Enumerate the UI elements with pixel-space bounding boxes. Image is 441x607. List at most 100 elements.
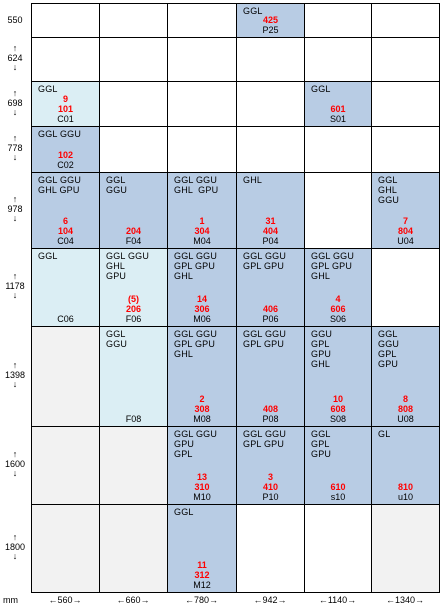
grid-cell-s06: GGL GGU GPL GPU GHL 4 606 S06: [304, 248, 372, 327]
grid-cell-p06: GGL GGU GPL GPU 406 P06: [236, 248, 305, 327]
grid-cell: [304, 126, 372, 173]
grid-cell: [31, 37, 100, 82]
cell-tags: GGL GGU GPL GPU: [243, 329, 286, 349]
cell-tags: GGL: [243, 6, 263, 16]
up-arrow-icon: ↑: [12, 43, 18, 53]
cell-numbers: 810 u10: [372, 482, 439, 502]
cell-tag-line: GGU: [378, 195, 400, 205]
cell-code: S06: [329, 314, 346, 324]
column-label: ←660→: [116, 595, 150, 605]
cell-red-number: 606: [330, 304, 346, 314]
down-arrow-icon: ↓: [12, 290, 18, 300]
cell-code: F06: [125, 314, 142, 324]
grid-cell: [167, 126, 237, 173]
cell-red-number: 610: [330, 482, 346, 492]
cell-red-number: 10: [332, 394, 343, 404]
row-label-value: 978: [7, 204, 23, 214]
cell-code: F04: [125, 236, 142, 246]
cell-red-number: 13: [196, 472, 207, 482]
up-arrow-icon: ↑: [12, 194, 18, 204]
cell-numbers: 3 410 P10: [237, 472, 304, 502]
grid-cell-m04: GGL GGU GHL GPU 1 304 M04: [167, 172, 237, 249]
cell-tags: GGL GGU GHL GPU: [174, 175, 218, 195]
cell-tag-line: GPU: [378, 359, 399, 369]
cell-code: P25: [262, 25, 279, 35]
row-label-value: 1178: [5, 281, 25, 291]
cell-code: F08: [125, 414, 142, 424]
column-label: ←942→: [253, 595, 287, 605]
cell-tag-line: GGL: [311, 84, 331, 94]
grid-cell: [236, 504, 305, 593]
cell-tags: GGL GGU GPL GPU: [378, 329, 399, 369]
cell-tag-line: GHL: [243, 175, 263, 185]
cell-red-number: 308: [194, 404, 210, 414]
cell-tag-line: GGU: [106, 185, 128, 195]
cell-code: S08: [329, 414, 346, 424]
cell-tags: GGL GGU GPU GPL: [174, 429, 217, 459]
cell-tag-line: GGL: [38, 251, 58, 261]
cell-red-number: 7: [402, 216, 408, 226]
cell-tags: GGL GGU: [106, 175, 127, 195]
grid-cell-m10: GGL GGU GPU GPL 13 310 M10: [167, 426, 237, 505]
cell-red-number: 206: [125, 304, 142, 314]
cell-tag-line: GHL: [106, 261, 126, 271]
grid-cell: [99, 3, 168, 38]
cell-red-number: (5): [128, 294, 139, 304]
grid-cell: [371, 3, 440, 38]
grid-cell-c06: GGL C06: [31, 248, 100, 327]
grid-cell: [99, 37, 168, 82]
cell-red-number: 810: [397, 482, 414, 492]
cell-numbers: 408 P08: [237, 404, 304, 424]
cell-code: U04: [397, 236, 414, 246]
grid-cell: [236, 126, 305, 173]
cell-numbers: F08: [100, 414, 167, 424]
row-label-value: 1398: [4, 370, 26, 380]
cell-tag-line: GL: [378, 429, 391, 439]
cell-numbers: 610 s10: [305, 482, 371, 502]
grid-cell: [371, 126, 440, 173]
cell-code: M08: [193, 414, 211, 424]
cell-tag-line: GHL: [378, 185, 398, 195]
cell-code: P10: [262, 492, 279, 502]
grid-cell: [31, 426, 100, 505]
cell-tags: GGL GGU GHL GPU: [106, 251, 149, 281]
cell-numbers: 10 608 S08: [305, 394, 371, 424]
grid-cell: [304, 37, 372, 82]
cell-red-number: 425: [262, 15, 279, 25]
grid-cell-u08: GGL GGU GPL GPU 8 808 U08: [371, 326, 440, 427]
cell-red-number: 601: [330, 104, 346, 114]
cell-tags: GHL: [243, 175, 262, 185]
cell-tag-line: GGL GGU: [38, 175, 82, 185]
cell-tag-line: GPL: [378, 349, 397, 359]
cell-red-number: 11: [197, 560, 207, 570]
cell-code: C04: [57, 236, 74, 246]
cell-tag-line: GGU: [378, 339, 400, 349]
cell-numbers: 1 304 M04: [168, 216, 236, 246]
row-label: ↑ 978 ↓: [0, 195, 30, 223]
cell-tag-line: GGL: [174, 507, 194, 517]
cell-tags: GGL GPL GPU: [311, 429, 331, 459]
cell-numbers: 7 804 U04: [372, 216, 439, 246]
grid-cell: [304, 3, 372, 38]
grid-cell-f04: GGL GGU 204 F04: [99, 172, 168, 249]
row-label: ↑ 698 ↓: [0, 88, 30, 117]
cell-tag-line: GPU: [311, 449, 332, 459]
cell-red-number: 3: [267, 472, 273, 482]
grid-cell-s01: GGL 601 S01: [304, 81, 372, 127]
cell-red-number: 104: [57, 226, 74, 236]
cell-tag-line: GGL GGU: [174, 429, 218, 439]
cell-tags: GGU GPL GPU GHL: [311, 329, 332, 369]
grid-cell-u10: GL 810 u10: [371, 426, 440, 505]
cell-tag-line: GPL GPU: [243, 439, 285, 449]
row-label-value: 1800: [4, 542, 26, 552]
cell-code: s10: [330, 492, 346, 502]
grid-cell-c02: GGL GGU 102 C02: [31, 126, 100, 173]
cell-tags: GGL GGU GPL GPU GHL: [174, 329, 217, 359]
cell-red-number: 306: [194, 304, 210, 314]
cell-red-number: 304: [194, 226, 210, 236]
up-arrow-icon: ↑: [12, 271, 18, 281]
cell-red-number: 608: [330, 404, 346, 414]
cell-numbers: 14 306 M06: [168, 294, 236, 324]
cell-red-number: 804: [397, 226, 414, 236]
cell-tag-line: GPU: [174, 439, 195, 449]
